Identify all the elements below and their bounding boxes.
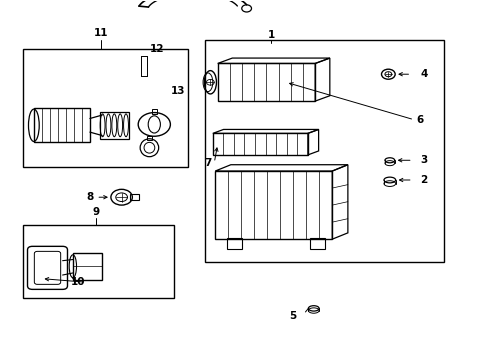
- Text: 12: 12: [149, 45, 163, 54]
- Bar: [147, 136, 152, 140]
- Text: 7: 7: [204, 158, 211, 168]
- Text: 9: 9: [92, 207, 99, 217]
- Bar: [73, 253, 102, 280]
- Bar: [227, 238, 242, 249]
- Text: 2: 2: [419, 175, 427, 185]
- Text: 1: 1: [267, 30, 274, 40]
- Text: 13: 13: [170, 86, 184, 96]
- Bar: [217, 63, 315, 101]
- Text: 6: 6: [416, 115, 423, 125]
- Bar: [310, 238, 325, 249]
- Text: 8: 8: [86, 192, 93, 202]
- Bar: [205, 40, 444, 262]
- Text: 5: 5: [289, 311, 296, 321]
- Text: 10: 10: [70, 277, 85, 287]
- Text: 3: 3: [419, 155, 427, 165]
- Bar: [212, 134, 307, 155]
- Bar: [100, 112, 129, 139]
- Bar: [215, 171, 331, 239]
- Bar: [22, 225, 173, 298]
- Bar: [152, 109, 157, 114]
- Bar: [34, 108, 90, 142]
- Bar: [22, 49, 188, 167]
- Bar: [130, 194, 139, 200]
- Text: 4: 4: [419, 69, 427, 79]
- Text: 11: 11: [93, 28, 108, 39]
